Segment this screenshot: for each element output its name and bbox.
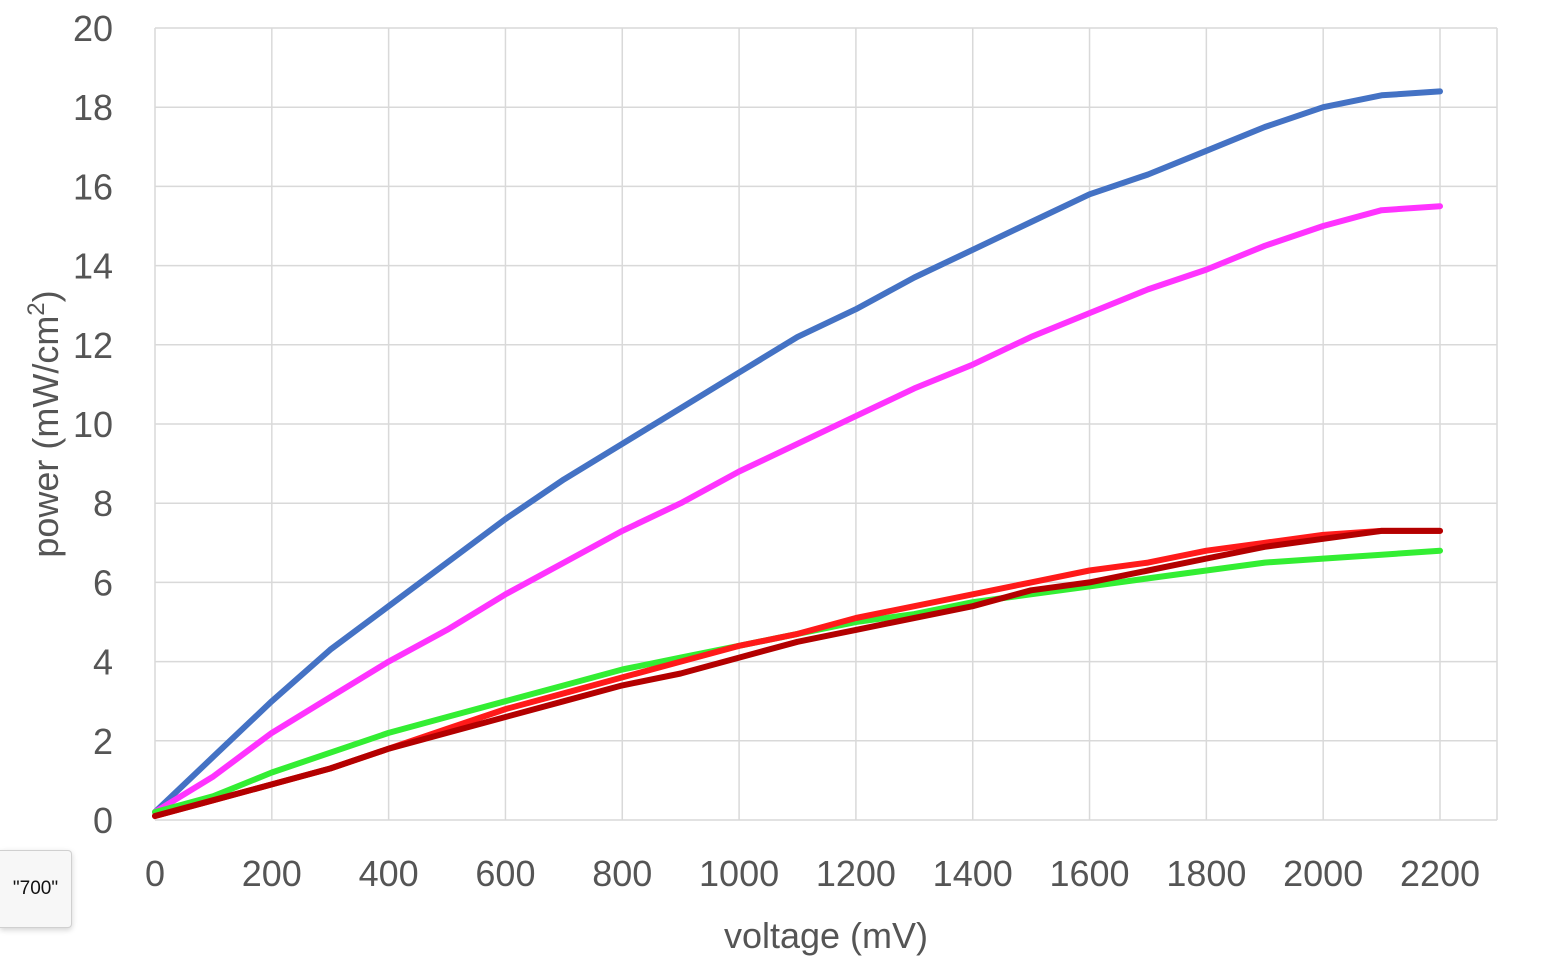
y-axis-title-superscript: 2	[23, 302, 50, 315]
y-tick-labels: 0 2 4 6 8 10 12 14 16 18 20	[73, 8, 113, 841]
x-tick-label: 0	[145, 853, 165, 894]
x-tick-label: 800	[592, 853, 652, 894]
x-tick-label: 1800	[1166, 853, 1246, 894]
y-tick-label: 16	[73, 166, 113, 207]
y-tick-label: 18	[73, 87, 113, 128]
y-tick-label: 20	[73, 8, 113, 49]
tooltip-text: "700"	[12, 878, 59, 899]
x-tick-label: 400	[359, 853, 419, 894]
x-tick-label: 2000	[1283, 853, 1363, 894]
y-tick-label: 8	[93, 483, 113, 524]
x-tick-labels: 0 200 400 600 800 1000 1200 1400 1600 1800 2000 220…	[145, 853, 1480, 894]
x-tick-label: 2200	[1400, 853, 1480, 894]
series-line-1	[152, 88, 1443, 816]
x-tick-label: 1200	[816, 853, 896, 894]
y-tick-label: 10	[73, 404, 113, 445]
y-tick-label: 2	[93, 721, 113, 762]
y-axis-title-end: )	[25, 290, 66, 302]
y-axis-title-main: power (mW/cm	[25, 316, 66, 558]
series-line-5	[152, 527, 1443, 819]
series-layer	[152, 88, 1443, 819]
x-tick-label: 1600	[1049, 853, 1129, 894]
y-tick-label: 0	[93, 800, 113, 841]
y-tick-label: 12	[73, 325, 113, 366]
x-tick-label: 1000	[699, 853, 779, 894]
y-tick-label: 6	[93, 562, 113, 603]
y-tick-label: 14	[73, 246, 113, 287]
x-tick-label: 1400	[933, 853, 1013, 894]
y-tick-label: 4	[93, 642, 113, 683]
x-axis-title: voltage (mV)	[724, 915, 928, 956]
series-line-3	[152, 547, 1443, 816]
y-axis-title: power (mW/cm2)	[23, 290, 66, 557]
series-line-4	[152, 527, 1443, 819]
tooltip: "700"	[0, 850, 72, 928]
x-tick-label: 600	[475, 853, 535, 894]
grid-layer	[154, 27, 1498, 821]
series-line-2	[152, 203, 1443, 816]
x-tick-label: 200	[242, 853, 302, 894]
